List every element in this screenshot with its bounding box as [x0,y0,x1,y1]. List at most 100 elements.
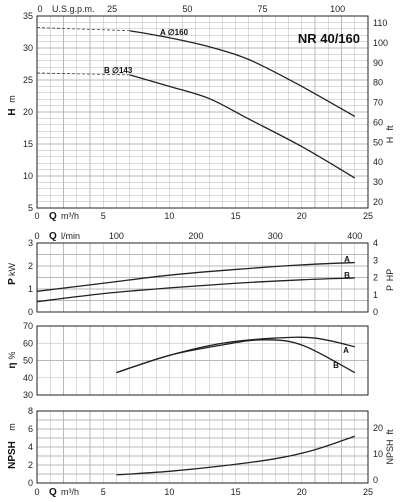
head-x-axis-unit: m³/h [61,211,79,221]
power-y2-tick: 2 [373,273,378,283]
head-y2-tick: 40 [373,157,383,167]
npsh-plot-frame [36,410,369,484]
npsh-x-axis-label: Q [49,487,57,498]
efficiency-y-tick: 60 [23,338,33,348]
npsh-y-tick: 8 [28,406,33,416]
npsh-x-tick: 0 [34,487,39,497]
head-curve-a [129,30,356,118]
head-x-tick: 20 [297,211,307,221]
power-y2-axis-label: P [385,285,395,291]
head-top-x-tick: 25 [107,4,117,14]
head-curve-a-label: A ∅160 [160,28,189,37]
power-y2-tick: 4 [373,238,378,248]
head-y-tick: 20 [23,107,33,117]
frame-layer [36,15,369,484]
efficiency-curve-b-label: B [333,361,339,370]
head-y2-tick: 90 [373,58,383,68]
power-curve-a [36,261,355,292]
efficiency-y-tick: 70 [23,321,33,331]
npsh-y2-axis-label: NPSH [385,439,395,464]
head-x-tick: 5 [101,211,106,221]
npsh-x-tick: 15 [231,487,241,497]
head-top-x-unit: U.S.g.p.m. [52,4,95,14]
head-plot-frame [36,15,369,209]
efficiency-y-axis-unit: % [7,351,17,359]
efficiency-y-tick: 50 [23,356,33,366]
head-y2-tick: 50 [373,137,383,147]
head-y2-tick: 80 [373,78,383,88]
power-y-axis-unit: kW [7,263,17,277]
head-y-axis-unit: m [7,95,17,103]
npsh-y2-axis-unit: ft [385,429,395,435]
power-x-axis-unit: l/min [61,231,80,241]
head-y2-tick: 100 [373,38,388,48]
head-y2-tick: 70 [373,98,383,108]
head-y2-tick: 110 [373,18,387,28]
head-y2-tick: 60 [373,117,383,127]
npsh-y-axis-label: NPSH [7,441,18,469]
head-top-x-tick: 100 [330,4,345,14]
head-x-tick: 15 [231,211,241,221]
head-y-tick: 5 [28,203,33,213]
efficiency-curve-b [116,339,356,374]
head-curve-b [129,74,356,179]
curve-layer [36,27,356,476]
power-plot-frame [36,242,369,313]
power-y-tick: 1 [28,284,33,294]
power-y2-tick: 1 [373,290,378,300]
head-top-x-tick: 50 [182,4,192,14]
head-y2-tick: 30 [373,177,383,187]
head-y-axis-label: H [7,108,18,115]
power-y-axis-label: P [7,278,18,285]
efficiency-y-axis-label: η [7,362,18,368]
npsh-x-tick: 25 [363,487,373,497]
head-top-x-zero: 0 [37,4,42,14]
head-x-tick: 0 [34,211,39,221]
power-x-axis-label: Q [49,231,57,242]
efficiency-plot-frame [36,325,369,396]
head-y-tick: 35 [23,11,33,21]
npsh-y-axis-unit: m [7,423,17,431]
power-y-tick: 2 [28,261,33,271]
power-top-x-tick: 300 [268,231,283,241]
head-y-tick: 15 [23,139,33,149]
npsh-x-tick: 5 [101,487,106,497]
pump-model-title: NR 40/160 [298,31,360,46]
npsh-x-tick: 20 [297,487,307,497]
power-top-x-tick: 200 [188,231,203,241]
npsh-y2-tick: 10 [373,449,383,459]
power-y-tick: 0 [28,307,33,317]
npsh-y2-tick: 0 [373,475,378,485]
npsh-y-tick: 6 [28,424,33,434]
power-curve-b-label: B [344,271,350,280]
power-y2-axis-unit: HP [385,269,395,282]
npsh-curve [116,435,355,476]
efficiency-curve-a-label: A [343,346,349,355]
head-y2-axis-label: H [385,137,395,144]
npsh-y-tick: 4 [28,442,33,452]
power-y-tick: 3 [28,238,33,248]
head-y-tick: 30 [23,43,33,53]
head-y2-tick: 20 [373,197,383,207]
grid-layer [36,15,369,484]
power-top-x-tick: 400 [347,231,362,241]
head-curve-b-label: B ∅143 [104,66,133,75]
npsh-y2-tick: 20 [373,423,383,433]
power-y2-tick: 3 [373,255,378,265]
head-x-tick: 10 [164,211,174,221]
head-x-tick: 25 [363,211,373,221]
npsh-y-tick: 0 [28,478,33,488]
npsh-x-axis-unit: m³/h [61,487,79,497]
power-y2-tick: 0 [373,307,378,317]
head-y2-axis-unit: ft [385,125,395,131]
npsh-x-tick: 10 [164,487,174,497]
power-curve-a-label: A [344,255,350,264]
head-curve-a-shutoff-dash [36,27,130,32]
power-top-x-tick: 0 [34,231,39,241]
head-top-x-tick: 75 [258,4,268,14]
power-curve-b [36,277,355,303]
head-y-tick: 25 [23,75,33,85]
head-x-axis-label: Q [49,211,57,222]
head-y-tick: 10 [23,171,33,181]
